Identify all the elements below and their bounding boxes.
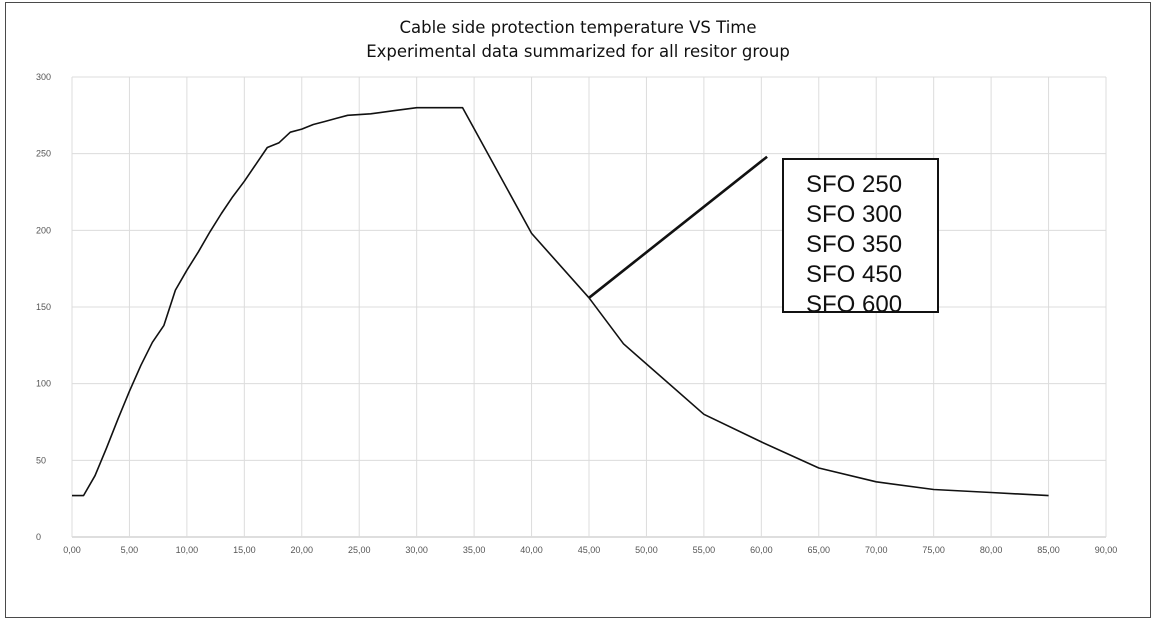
chart-title: Cable side protection temperature VS Tim… [399,18,757,37]
y-tick-label: 200 [36,225,51,235]
x-tick-label: 5,00 [121,545,139,555]
x-tick-label: 30,00 [405,545,428,555]
legend-item: SFO 300 [806,201,903,228]
x-tick-label: 40,00 [520,545,543,555]
annotation-leader-line [588,155,768,299]
x-tick-label: 25,00 [348,545,371,555]
chart-title-block: Cable side protection temperature VS Tim… [0,16,1156,64]
x-tick-label: 45,00 [578,545,601,555]
y-tick-label: 50 [36,455,46,465]
chart-frame [5,2,1151,618]
legend-box: SFO 250 SFO 300 SFO 350 SFO 450 SFO 600 [782,158,939,318]
series-layer [72,106,1049,497]
x-tick-label: 10,00 [176,545,199,555]
x-tick-label: 70,00 [865,545,888,555]
legend-item: SFO 450 [806,261,903,288]
x-tick-label: 75,00 [922,545,945,555]
series-line [72,106,1049,497]
annotation-layer [588,155,768,299]
y-tick-label: 150 [36,302,51,312]
y-tick-label: 300 [36,72,51,82]
x-tick-label: 90,00 [1095,545,1118,555]
axis-layer: 0 50 100 150 200 250 300 0,00 5,00 10,00 15,00 20,0… [36,72,1117,555]
x-tick-label: 15,00 [233,545,256,555]
x-tick-label: 55,00 [693,545,716,555]
chart-subtitle: Experimental data summarized for all res… [366,42,790,61]
x-tick-label: 35,00 [463,545,486,555]
y-tick-label: 0 [36,532,41,542]
x-tick-label: 50,00 [635,545,658,555]
legend-item: SFO 600 [806,291,903,318]
x-tick-label: 65,00 [808,545,831,555]
x-tick-label: 20,00 [291,545,314,555]
legend-item: SFO 350 [806,231,903,258]
x-tick-label: 0,00 [63,545,81,555]
x-tick-label: 80,00 [980,545,1003,555]
grid-layer [71,76,1107,538]
x-tick-label: 60,00 [750,545,773,555]
y-tick-label: 250 [36,149,51,159]
legend-item: SFO 250 [806,171,903,198]
y-tick-label: 100 [36,379,51,389]
x-tick-label: 85,00 [1037,545,1060,555]
